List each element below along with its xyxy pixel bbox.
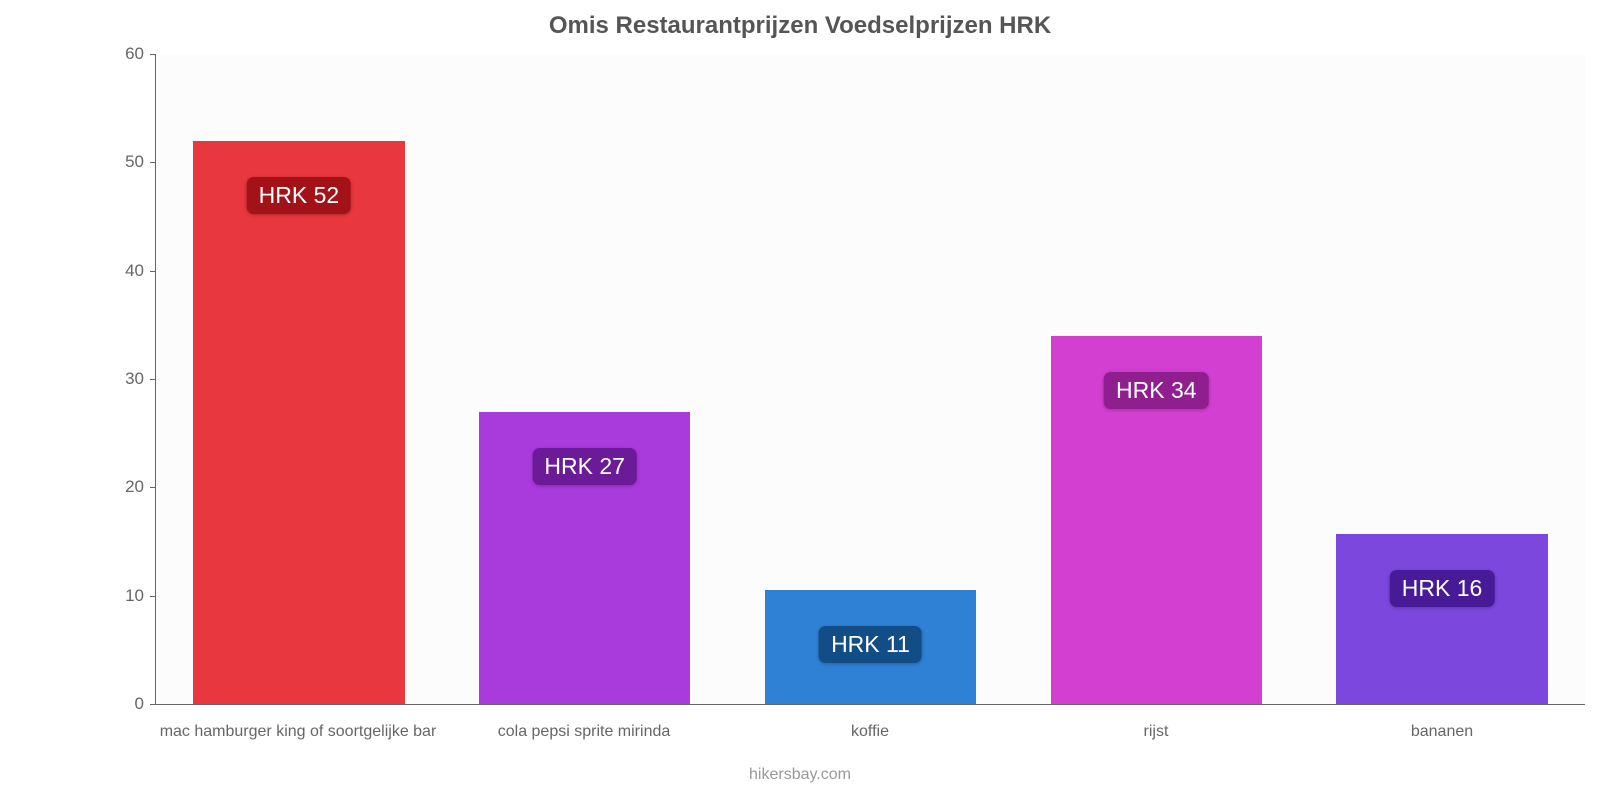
- bar-slot: HRK 27: [442, 55, 728, 704]
- bar: HRK 16: [1336, 534, 1547, 704]
- plot-area: HRK 52HRK 27HRK 11HRK 34HRK 16 010203040…: [155, 55, 1585, 705]
- bar-value-label: HRK 16: [1390, 570, 1495, 607]
- bars-group: HRK 52 HRK 27 HRK 11 HRK 34 HRK 16: [156, 55, 1585, 704]
- bar-slot: HRK 52: [156, 55, 442, 704]
- x-axis-labels: mac hamburger king of soortgelijke barco…: [155, 723, 1585, 741]
- y-tick-label: 60: [125, 44, 156, 64]
- x-axis-label: bananen: [1299, 723, 1585, 741]
- bar: HRK 34: [1051, 336, 1262, 704]
- y-tick-label: 10: [125, 586, 156, 606]
- chart-container: Omis Restaurantprijzen Voedselprijzen HR…: [0, 0, 1600, 800]
- y-tick-label: 0: [135, 694, 156, 714]
- bar-value-label: HRK 34: [1104, 372, 1209, 409]
- x-axis-label: mac hamburger king of soortgelijke bar: [155, 723, 441, 741]
- y-tick-label: 50: [125, 152, 156, 172]
- bar-slot: HRK 11: [728, 55, 1014, 704]
- bar-value-label: HRK 52: [247, 177, 352, 214]
- bar: HRK 27: [479, 412, 690, 705]
- attribution-text: hikersbay.com: [0, 766, 1600, 784]
- bar-slot: HRK 34: [1013, 55, 1299, 704]
- x-axis-label: rijst: [1013, 723, 1299, 741]
- x-axis-label: cola pepsi sprite mirinda: [441, 723, 727, 741]
- y-tick-label: 30: [125, 369, 156, 389]
- bar: HRK 52: [193, 141, 404, 704]
- y-tick-label: 40: [125, 261, 156, 281]
- bar-value-label: HRK 11: [819, 626, 922, 663]
- bar-slot: HRK 16: [1299, 55, 1585, 704]
- bar-value-label: HRK 27: [532, 448, 637, 485]
- chart-title: Omis Restaurantprijzen Voedselprijzen HR…: [0, 0, 1600, 40]
- bar: HRK 11: [765, 590, 976, 704]
- y-tick-label: 20: [125, 477, 156, 497]
- x-axis-label: koffie: [727, 723, 1013, 741]
